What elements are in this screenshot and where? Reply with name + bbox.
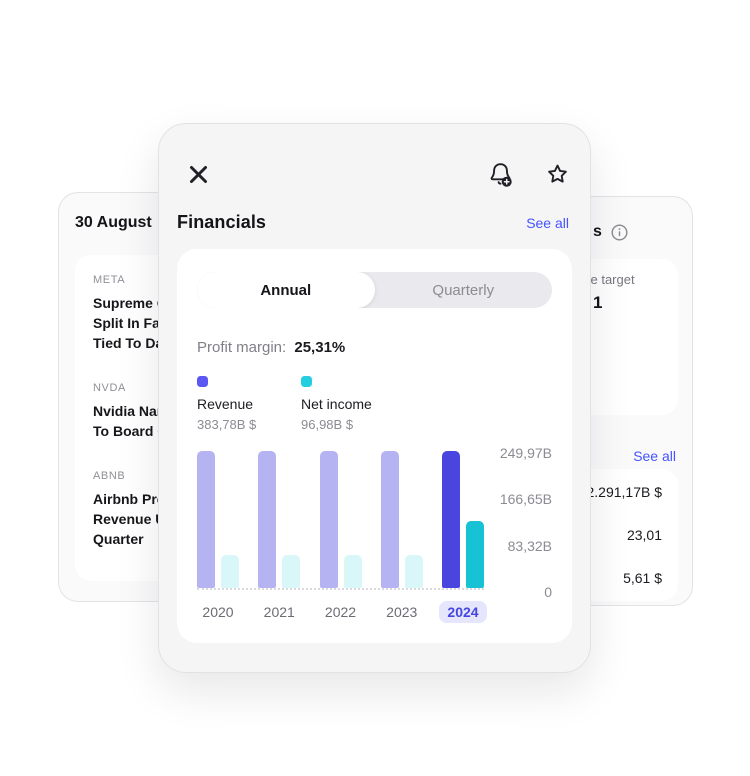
net-income-bar-2022[interactable]: [343, 555, 362, 588]
x-axis-labels: 2020 2021 2022 2023 2024: [197, 601, 487, 623]
net-income-bar-2023[interactable]: [404, 555, 423, 588]
profit-margin-row: Profit margin: 25,31%: [197, 339, 552, 356]
news-headline-line: Split In Fa: [93, 315, 160, 331]
price-target-label: ce target: [584, 272, 635, 287]
forecast-heading-text: s: [593, 223, 602, 240]
net-income-bar-2020[interactable]: [221, 555, 239, 588]
x-label-2021[interactable]: 2021: [263, 604, 295, 620]
news-headline-line: To Board C: [93, 423, 168, 439]
news-item-abnb[interactable]: ABNB Airbnb Pro Revenue U Quarter: [93, 470, 409, 549]
modal-title-row: Financials See all: [177, 212, 569, 233]
forecast-see-all-link[interactable]: See all: [633, 448, 676, 464]
revenue-bar-2021[interactable]: [258, 451, 277, 588]
close-icon[interactable]: [186, 162, 211, 187]
x-label-2020[interactable]: 2020: [202, 604, 234, 620]
metric-value: 5,61 $: [623, 570, 662, 586]
bar-group-2020: [197, 451, 239, 588]
net-income-legend-swatch: [301, 376, 312, 387]
legend-name: Revenue: [197, 396, 254, 412]
x-label-cell: 2020: [197, 601, 239, 623]
x-label-cell: 2021: [258, 601, 300, 623]
x-label-cell: 2024: [439, 601, 487, 623]
bar-group-2023: [380, 451, 423, 588]
news-headline-line: Revenue U: [93, 511, 166, 527]
favorite-star-icon[interactable]: [545, 162, 570, 187]
news-date-header: 30 August: [75, 214, 152, 231]
financials-modal: Financials See all Annual Quarterly Prof…: [158, 123, 591, 673]
ticker-label: META: [93, 274, 126, 286]
revenue-bar-2022[interactable]: [319, 451, 338, 588]
news-item-meta[interactable]: META Supreme C Split In Fa Tied To Da: [93, 274, 409, 353]
bar-plot-area: [197, 451, 484, 590]
revenue-bar-2024[interactable]: [442, 451, 460, 588]
revenue-bar-2023[interactable]: [380, 451, 399, 588]
metric-value: 2.291,17B $: [586, 484, 662, 500]
tab-annual[interactable]: Annual: [197, 272, 375, 308]
x-label-2024[interactable]: 2024: [439, 601, 487, 623]
y-tick-label: 249,97B: [499, 445, 552, 461]
x-label-cell: 2022: [320, 601, 362, 623]
legend-name: Net income: [301, 396, 372, 412]
y-tick-label: 83,32B: [507, 537, 552, 554]
bar-group-2024: [442, 451, 484, 588]
period-segmented-control: Annual Quarterly: [197, 272, 552, 308]
net-income-bar-2024[interactable]: [466, 521, 484, 588]
annual-financials-bar-chart: 249,97B 166,65B 83,32B 0 2020 2021 2022 2023 20…: [197, 445, 552, 623]
news-headline-line: Tied To Da: [93, 335, 164, 351]
modal-title: Financials: [177, 212, 267, 232]
news-headline-line: Supreme C: [93, 295, 167, 311]
ticker-label: ABNB: [93, 470, 126, 482]
x-label-2023[interactable]: 2023: [386, 604, 418, 620]
financials-see-all-link[interactable]: See all: [526, 215, 569, 231]
chart-legend: Revenue 383,78B $ Net income 96,98B $: [197, 376, 552, 432]
y-tick-label: 0: [544, 584, 552, 600]
x-label-2022[interactable]: 2022: [324, 604, 357, 620]
tab-quarterly[interactable]: Quarterly: [432, 281, 495, 299]
forecast-heading: s: [593, 223, 628, 241]
legend-value: 96,98B $: [301, 417, 354, 432]
x-axis-spacer: [496, 601, 552, 623]
financials-chart-card: Annual Quarterly Profit margin: 25,31% R…: [177, 249, 572, 643]
legend-value: 383,78B $: [197, 417, 257, 432]
news-item-nvda[interactable]: NVDA Nvidia Nar To Board C: [93, 382, 409, 441]
legend-item-net-income: Net income 96,98B $: [301, 376, 372, 432]
x-label-cell: 2023: [381, 601, 423, 623]
revenue-bar-2020[interactable]: [197, 451, 215, 588]
metric-value: 23,01: [626, 527, 662, 543]
legend-item-revenue: Revenue 383,78B $: [197, 376, 265, 432]
revenue-legend-swatch: [197, 376, 208, 387]
net-income-bar-2021[interactable]: [282, 555, 301, 588]
y-axis: 249,97B 166,65B 83,32B 0: [496, 445, 552, 600]
y-tick-label: 166,65B: [499, 491, 552, 508]
notification-add-icon[interactable]: [488, 161, 514, 188]
bar-group-2021: [258, 451, 301, 588]
news-headline-line: Quarter: [93, 531, 144, 547]
bar-group-2022: [319, 451, 362, 588]
modal-header: [186, 161, 570, 188]
price-target-value: 1: [593, 293, 603, 312]
news-headline-line: Airbnb Pro: [93, 491, 166, 507]
ticker-label: NVDA: [93, 382, 126, 394]
info-icon[interactable]: [611, 223, 628, 241]
profit-margin-label: Profit margin:: [197, 339, 287, 356]
news-headline-line: Nvidia Nar: [93, 403, 163, 419]
profit-margin-value: 25,31%: [294, 339, 346, 356]
